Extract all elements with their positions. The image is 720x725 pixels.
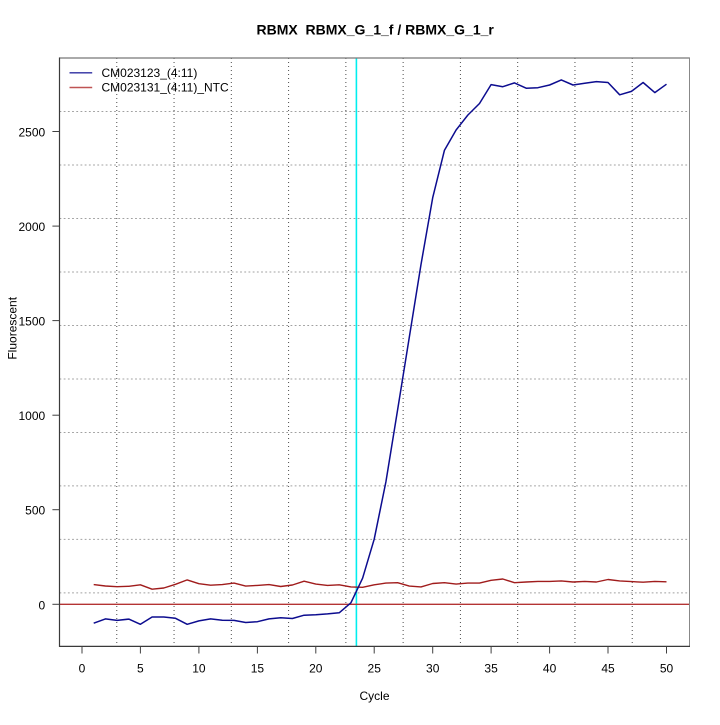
svg-text:1000: 1000 <box>18 409 45 423</box>
svg-text:500: 500 <box>25 504 45 518</box>
svg-text:20: 20 <box>309 661 323 675</box>
svg-text:Fluorescent: Fluorescent <box>5 296 19 359</box>
svg-text:10: 10 <box>192 661 206 675</box>
svg-text:30: 30 <box>426 661 440 675</box>
svg-text:40: 40 <box>543 661 557 675</box>
svg-text:5: 5 <box>137 661 144 675</box>
svg-text:CM023123_(4:11): CM023123_(4:11) <box>102 66 198 80</box>
svg-text:2500: 2500 <box>18 126 45 140</box>
svg-text:0: 0 <box>79 661 86 675</box>
svg-text:CM023131_(4:11)_NTC: CM023131_(4:11)_NTC <box>102 80 230 94</box>
svg-text:50: 50 <box>660 661 674 675</box>
svg-text:0: 0 <box>39 598 46 612</box>
svg-text:15: 15 <box>251 661 265 675</box>
svg-text:45: 45 <box>601 661 615 675</box>
svg-text:25: 25 <box>368 661 382 675</box>
svg-text:35: 35 <box>484 661 498 675</box>
svg-text:1500: 1500 <box>18 315 45 329</box>
svg-text:RBMX RBMX_G_1_f / RBMX_G_1_r: RBMX RBMX_G_1_f / RBMX_G_1_r <box>257 22 495 38</box>
svg-text:Cycle: Cycle <box>359 689 389 703</box>
svg-text:2000: 2000 <box>18 220 45 234</box>
